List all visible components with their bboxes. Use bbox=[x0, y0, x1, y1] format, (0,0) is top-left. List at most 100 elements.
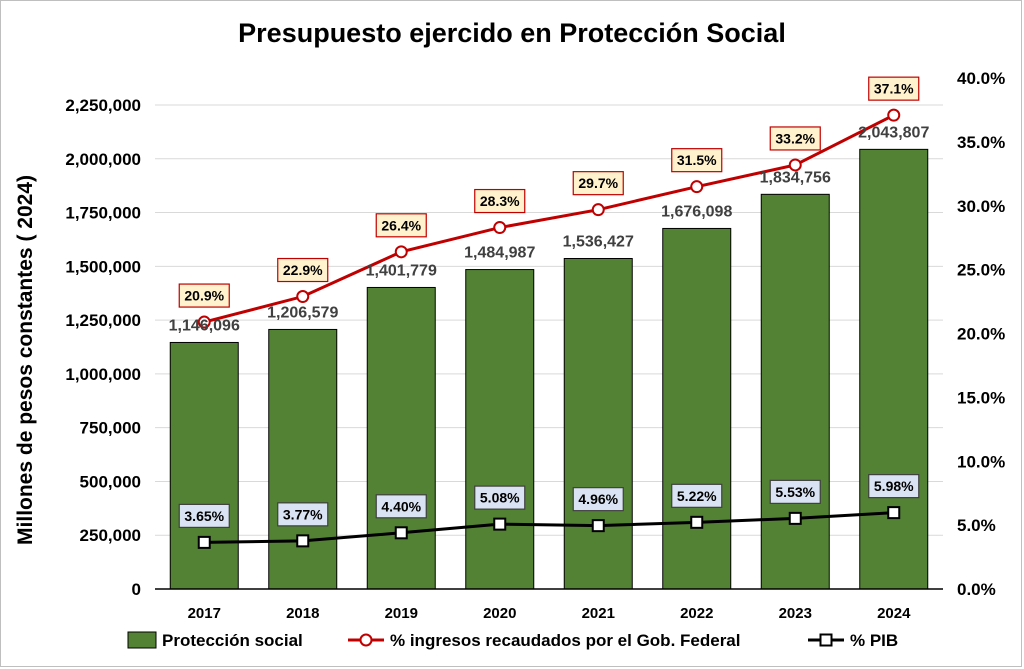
x-tick-label: 2020 bbox=[483, 605, 516, 622]
line-data-label: 4.96% bbox=[578, 491, 618, 507]
y-tick-label: 250,000 bbox=[80, 526, 141, 545]
line-point bbox=[591, 203, 605, 217]
x-tick-label: 2022 bbox=[680, 605, 713, 622]
data-label-box bbox=[868, 76, 920, 101]
y-tick-label: 2,250,000 bbox=[65, 96, 141, 115]
bar-data-label: 1,536,427 bbox=[563, 233, 634, 250]
y-tick-label: 0 bbox=[132, 580, 141, 599]
data-label-box bbox=[375, 213, 427, 238]
line-point bbox=[394, 245, 408, 259]
line-point bbox=[690, 515, 704, 529]
bar bbox=[268, 328, 338, 590]
y-tick-label: 1,000,000 bbox=[65, 365, 141, 384]
y2-tick-label: 20.0% bbox=[957, 325, 1005, 344]
line-data-label: 33.2% bbox=[775, 130, 815, 146]
line-data-label: 37.1% bbox=[874, 81, 914, 97]
line-point bbox=[690, 180, 704, 194]
bar-data-label: 2,043,807 bbox=[858, 124, 929, 141]
line-data-label: 3.77% bbox=[283, 506, 323, 522]
line-point bbox=[788, 158, 802, 172]
line-data-label: 29.7% bbox=[578, 175, 618, 191]
legend-marker bbox=[819, 633, 833, 647]
line-data-label: 28.3% bbox=[480, 193, 520, 209]
line-point bbox=[197, 315, 211, 329]
y2-tick-label: 5.0% bbox=[957, 516, 996, 535]
line-point bbox=[197, 535, 211, 549]
y-tick-label: 1,500,000 bbox=[65, 257, 141, 276]
y-tick-label: 750,000 bbox=[80, 419, 141, 438]
line-point bbox=[296, 290, 310, 304]
line-point bbox=[394, 526, 408, 540]
legend-label: Protección social bbox=[162, 631, 303, 650]
bar-data-label: 1,834,756 bbox=[760, 169, 831, 186]
legend-label: % PIB bbox=[850, 631, 898, 650]
data-label-box bbox=[572, 487, 624, 512]
line-point bbox=[591, 519, 605, 533]
bar bbox=[366, 286, 436, 590]
y2-tick-label: 25.0% bbox=[957, 261, 1005, 280]
y2-tick-label: 30.0% bbox=[957, 197, 1005, 216]
x-tick-label: 2018 bbox=[286, 605, 319, 622]
bar bbox=[662, 227, 732, 590]
x-tick-label: 2017 bbox=[188, 605, 221, 622]
series-line bbox=[204, 511, 894, 544]
data-label-box bbox=[572, 171, 624, 196]
line-data-label: 5.53% bbox=[775, 484, 815, 500]
bar bbox=[169, 341, 239, 590]
line-data-label: 26.4% bbox=[381, 217, 421, 233]
line-data-label: 5.22% bbox=[677, 488, 717, 504]
y-tick-label: 500,000 bbox=[80, 472, 141, 491]
bar-data-label: 1,484,987 bbox=[464, 245, 535, 262]
bar bbox=[563, 257, 633, 590]
line-point bbox=[493, 517, 507, 531]
bar-data-label: 1,146,096 bbox=[169, 317, 240, 334]
data-label-box bbox=[474, 188, 526, 214]
bar-data-label: 1,676,098 bbox=[661, 203, 732, 220]
y-tick-label: 2,000,000 bbox=[65, 150, 141, 169]
data-labels: 1,146,096 1,206,579 1,401,779 1,484,987 1,53… bbox=[169, 76, 929, 528]
y2-tick-label: 0.0% bbox=[957, 580, 996, 599]
line-data-label: 22.9% bbox=[283, 262, 323, 278]
y2-tick-label: 15.0% bbox=[957, 388, 1005, 407]
data-label-box bbox=[671, 483, 723, 508]
y-tick-label: 1,250,000 bbox=[65, 311, 141, 330]
data-label-box bbox=[277, 257, 329, 283]
x-tick-label: 2021 bbox=[582, 605, 615, 622]
line-point bbox=[296, 534, 310, 548]
line-point bbox=[887, 506, 901, 520]
y2-tick-label: 40.0% bbox=[957, 69, 1005, 88]
y2-tick-label: 10.0% bbox=[957, 452, 1005, 471]
bar-data-label: 1,206,579 bbox=[267, 304, 338, 321]
bar bbox=[859, 148, 929, 590]
series-line bbox=[203, 113, 895, 324]
legend-label: % ingresos recaudados por el Gob. Federa… bbox=[390, 631, 740, 650]
line-data-label: 31.5% bbox=[677, 152, 717, 168]
bar bbox=[760, 193, 830, 590]
line-point bbox=[788, 511, 802, 525]
x-tick-label: 2019 bbox=[385, 605, 418, 622]
chart-title: Presupuesto ejercido en Protección Socia… bbox=[238, 18, 786, 48]
data-label-box bbox=[178, 283, 230, 308]
data-label-box bbox=[375, 494, 427, 519]
line-point bbox=[887, 108, 901, 122]
data-label-box bbox=[769, 126, 821, 151]
line-data-label: 5.98% bbox=[874, 478, 914, 494]
line-series bbox=[197, 108, 901, 549]
line-data-label: 4.40% bbox=[381, 498, 421, 514]
line-data-label: 20.9% bbox=[184, 288, 224, 304]
data-label-box bbox=[868, 474, 920, 499]
line-point bbox=[493, 221, 507, 235]
legend: Protección social % ingresos recaudados p… bbox=[127, 631, 898, 650]
data-label-box bbox=[178, 503, 230, 528]
bar bbox=[465, 269, 535, 590]
bar-data-label: 1,401,779 bbox=[366, 262, 437, 279]
tick-labels: 0 250,000 500,000 750,000 1,000,000 1,250,000… bbox=[65, 69, 1005, 622]
data-label-box bbox=[474, 485, 526, 510]
data-label-box bbox=[769, 479, 821, 504]
line-data-label: 3.65% bbox=[184, 508, 224, 524]
y2-tick-label: 35.0% bbox=[957, 133, 1005, 152]
legend-swatch-bar bbox=[127, 631, 157, 649]
x-tick-label: 2023 bbox=[779, 605, 812, 622]
